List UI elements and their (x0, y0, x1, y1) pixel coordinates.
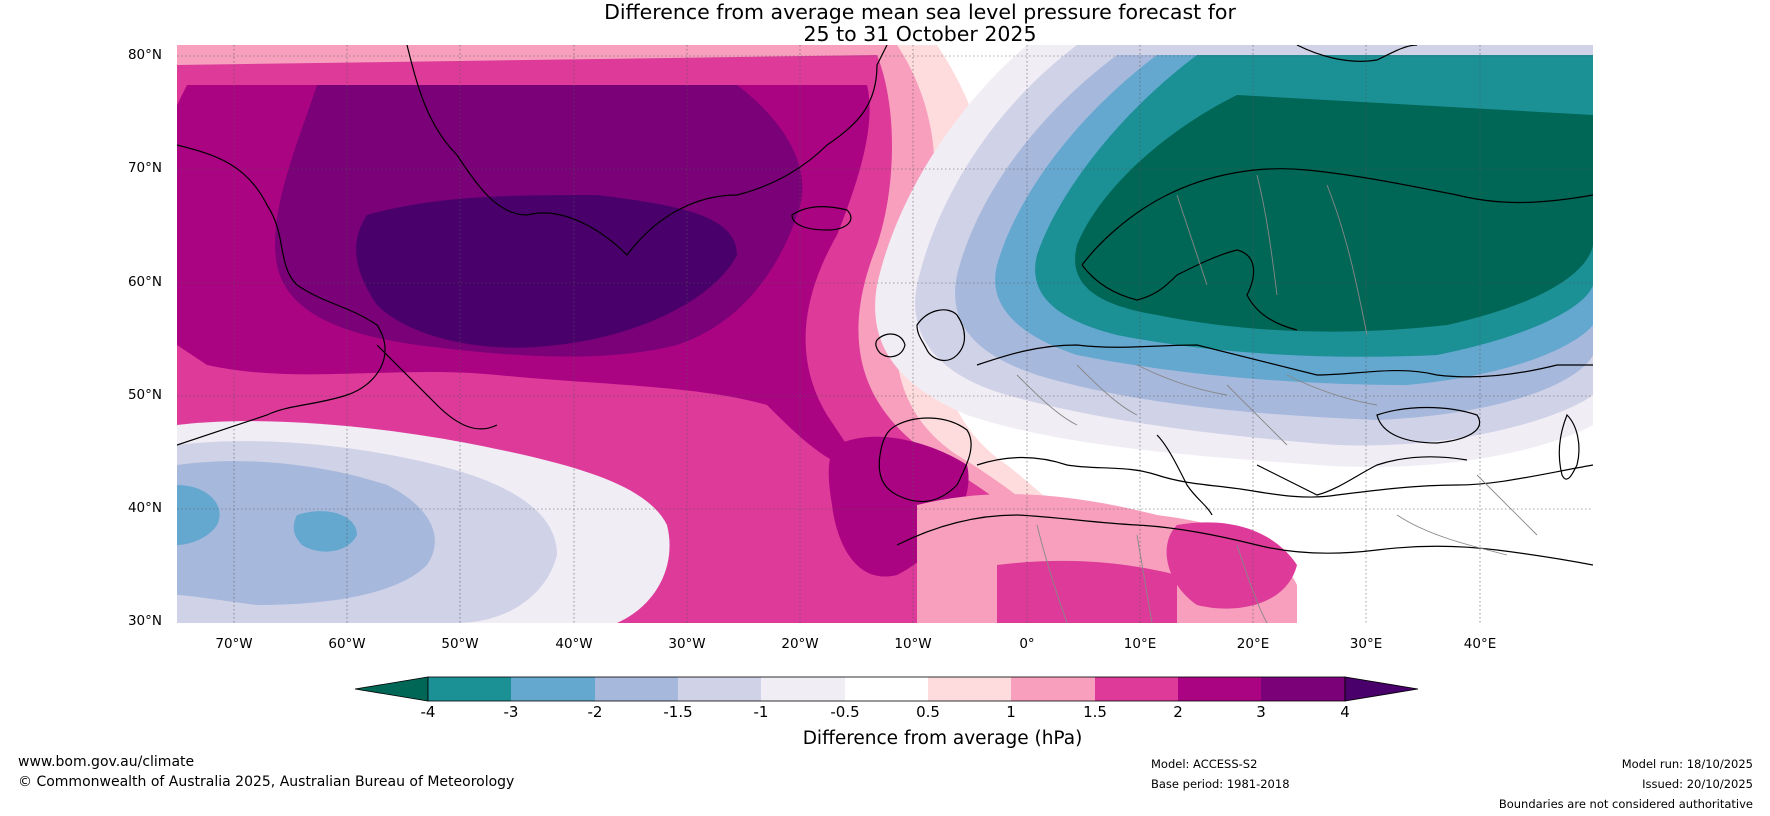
footer-base-period: Base period: 1981-2018 (1151, 777, 1290, 791)
colorbar-bin (428, 677, 511, 701)
lon-label-30w: 30°W (668, 636, 706, 652)
coastlines (177, 45, 1593, 566)
colorbar-label: 2 (1173, 703, 1183, 721)
negative-anomaly-scandinavia (875, 45, 1593, 467)
colorbar-label: 3 (1256, 703, 1266, 721)
colorbar-label: -3 (503, 703, 519, 721)
colorbar-bin (595, 677, 678, 701)
footer-copyright: © Commonwealth of Australia 2025, Austra… (18, 774, 515, 790)
negative-anomaly-subtropical-atlantic (177, 421, 670, 623)
colorbar-bin (1011, 677, 1095, 701)
lon-label-30e: 30°E (1349, 636, 1383, 652)
colorbar-label: 1 (1006, 703, 1016, 721)
footer-model: Model: ACCESS-S2 (1151, 757, 1258, 771)
lon-label-60w: 60°W (328, 636, 366, 652)
colorbar-label: -2 (587, 703, 603, 721)
positive-anomaly-north-africa (917, 494, 1297, 623)
lat-label-30n: 30°N (127, 613, 162, 629)
lat-label-80n: 80°N (127, 47, 162, 63)
colorbar-title: Difference from average (hPa) (802, 728, 1083, 749)
colorbar-label: -0.5 (830, 703, 860, 721)
footer-url[interactable]: www.bom.gov.au/climate (18, 754, 195, 770)
lon-label-0: 0° (1019, 636, 1035, 652)
footer-issued: Issued: 20/10/2025 (1642, 777, 1753, 791)
colorbar-label: -4 (420, 703, 436, 721)
lon-label-20e: 20°E (1236, 636, 1270, 652)
lat-label-40n: 40°N (127, 500, 162, 516)
colorbar-bin (928, 677, 1011, 701)
lon-label-40e: 40°E (1463, 636, 1497, 652)
colorbar-bin (1261, 677, 1345, 701)
colorbar-label: 0.5 (916, 703, 940, 721)
country-borders (1016, 174, 1538, 623)
graticule (177, 45, 1593, 623)
colorbar-extend-low (354, 676, 429, 702)
lon-label-40w: 40°W (555, 636, 593, 652)
lat-label-60n: 60°N (127, 274, 162, 290)
lon-label-10w: 10°W (894, 636, 932, 652)
colorbar-extend-high (1344, 676, 1419, 702)
lon-label-10e: 10°E (1123, 636, 1157, 652)
colorbar-bin (1095, 677, 1178, 701)
colorbar-label: -1.5 (663, 703, 693, 721)
colorbar-bin (511, 677, 595, 701)
colorbar-bin (1178, 677, 1261, 701)
colorbar-label: 4 (1340, 703, 1350, 721)
colorbar-label: 1.5 (1083, 703, 1107, 721)
colorbar (354, 676, 1419, 702)
map-title-line-2: 25 to 31 October 2025 (803, 22, 1037, 46)
map-title-line-1: Difference from average mean sea level p… (604, 0, 1236, 24)
colorbar-bin (761, 677, 845, 701)
lon-label-20w: 20°W (781, 636, 819, 652)
footer-disclaimer: Boundaries are not considered authoritat… (1498, 797, 1753, 811)
colorbar-bin (678, 677, 761, 701)
lat-label-50n: 50°N (127, 387, 162, 403)
lat-label-70n: 70°N (127, 160, 162, 176)
colorbar-bin (845, 677, 928, 701)
lon-label-70w: 70°W (215, 636, 253, 652)
pressure-anomaly-map (177, 45, 1593, 623)
lon-label-50w: 50°W (441, 636, 479, 652)
colorbar-label: -1 (753, 703, 769, 721)
footer-model-run: Model run: 18/10/2025 (1621, 757, 1753, 771)
